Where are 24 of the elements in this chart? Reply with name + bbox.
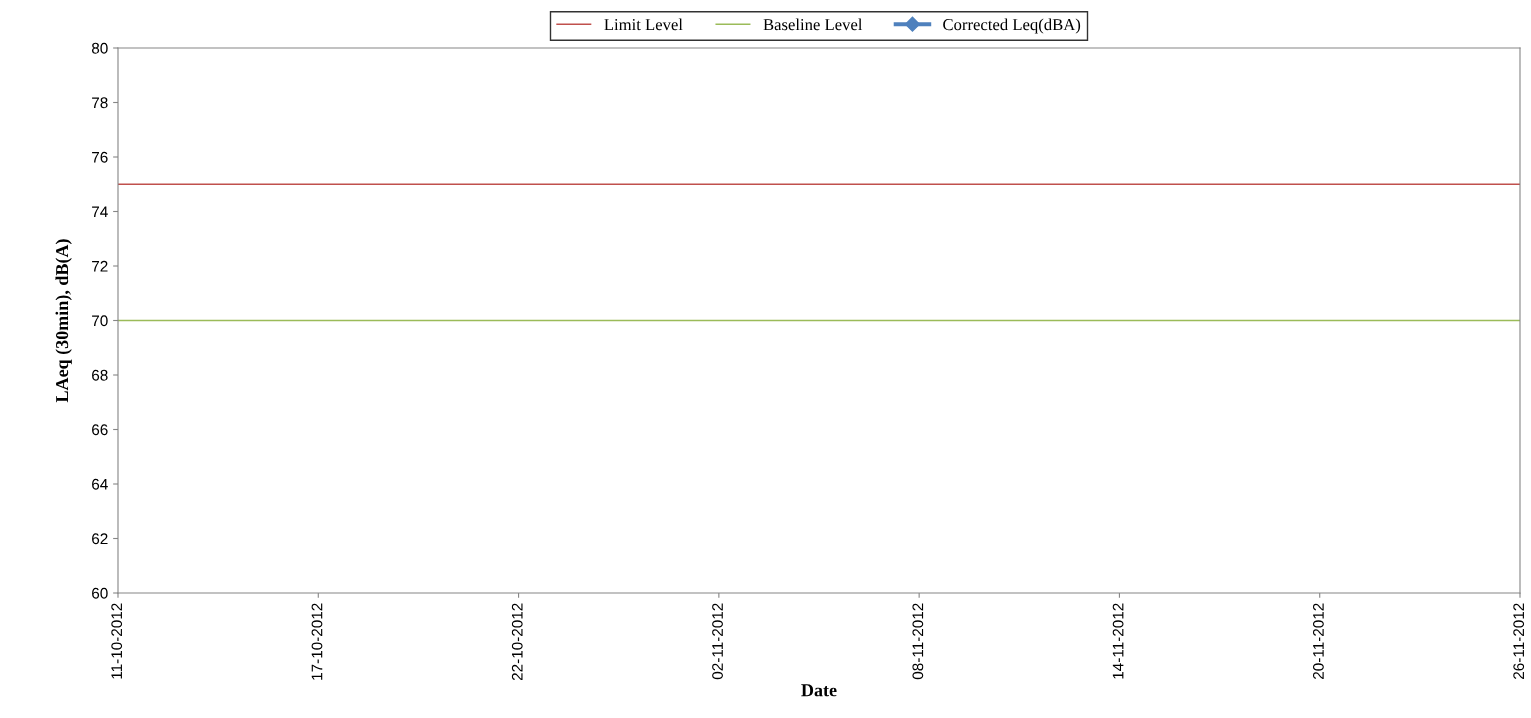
- y-tick-label: 68: [92, 369, 108, 381]
- x-tick-label: 22-10-2012: [511, 603, 523, 681]
- x-tick-label: 17-10-2012: [311, 603, 323, 680]
- x-tick-label: 11-10-2012: [111, 603, 123, 679]
- y-tick-label: 76: [92, 151, 108, 163]
- x-tick-label: 08-11-2012: [912, 603, 924, 680]
- y-tick-label: 72: [92, 260, 108, 272]
- x-tick-label: 14-11-2012: [1112, 603, 1124, 679]
- y-tick-label: 62: [92, 533, 108, 545]
- y-axis-title: LAeq (30min), dB(A): [55, 239, 72, 403]
- y-tick-label: 64: [92, 478, 108, 490]
- legend-label: Baseline Level: [763, 18, 863, 31]
- legend-label: Corrected Leq(dBA): [943, 18, 1081, 34]
- y-tick-label: 60: [92, 587, 108, 599]
- y-tick-label: 80: [91, 42, 108, 54]
- x-tick-label: 02-11-2012: [712, 603, 723, 680]
- x-tick-label: 26-11-2012: [1513, 603, 1525, 679]
- legend-label: Limit Level: [604, 18, 683, 31]
- y-tick-label: 74: [92, 206, 108, 218]
- y-tick-label: 70: [92, 315, 108, 327]
- x-tick-label: 20-11-2012: [1313, 603, 1324, 679]
- y-tick-label: 66: [92, 424, 108, 436]
- y-tick-label: 78: [92, 97, 108, 109]
- x-axis-title: Date: [801, 684, 837, 697]
